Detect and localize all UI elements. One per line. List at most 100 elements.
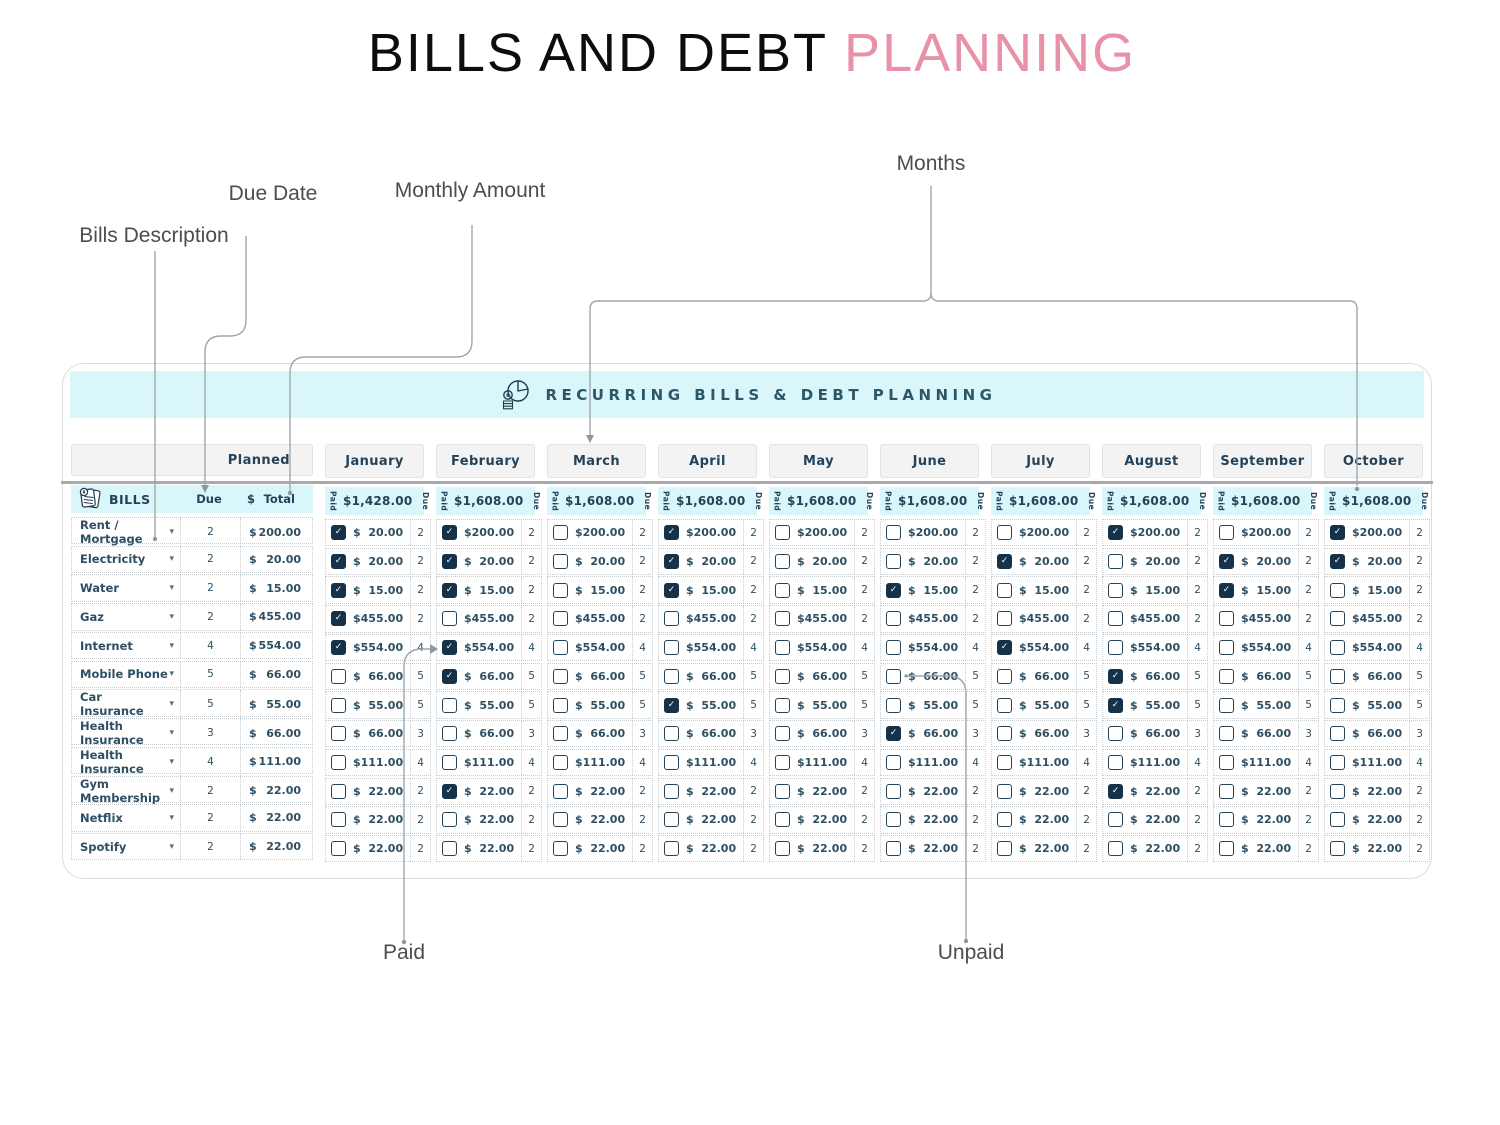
paid-checkbox[interactable] — [1330, 697, 1345, 713]
paid-checkbox[interactable] — [553, 755, 568, 771]
paid-checkbox[interactable] — [331, 726, 346, 742]
paid-checkbox[interactable] — [775, 611, 790, 627]
paid-checkbox[interactable] — [1108, 812, 1123, 828]
paid-checkbox[interactable] — [1108, 841, 1123, 857]
paid-checkbox[interactable] — [1330, 611, 1345, 627]
paid-checkbox[interactable] — [664, 640, 679, 656]
paid-checkbox[interactable] — [775, 812, 790, 828]
paid-checkbox[interactable] — [553, 783, 568, 799]
paid-checkbox[interactable]: ✓ — [331, 525, 346, 541]
paid-checkbox[interactable] — [997, 812, 1012, 828]
paid-checkbox[interactable] — [1330, 640, 1345, 656]
paid-checkbox[interactable] — [1219, 697, 1234, 713]
paid-checkbox[interactable]: ✓ — [1330, 553, 1345, 569]
paid-checkbox[interactable] — [775, 841, 790, 857]
paid-checkbox[interactable] — [997, 755, 1012, 771]
bill-name-dropdown[interactable]: Electricity ▾ — [72, 547, 180, 572]
paid-checkbox[interactable]: ✓ — [1219, 553, 1234, 569]
paid-checkbox[interactable] — [553, 726, 568, 742]
chevron-down-icon[interactable]: ▾ — [169, 611, 174, 622]
paid-checkbox[interactable] — [664, 668, 679, 684]
paid-checkbox[interactable] — [1219, 812, 1234, 828]
paid-checkbox[interactable]: ✓ — [442, 553, 457, 569]
paid-checkbox[interactable] — [775, 783, 790, 799]
paid-checkbox[interactable]: ✓ — [1108, 525, 1123, 541]
paid-checkbox[interactable] — [1330, 783, 1345, 799]
chevron-down-icon[interactable]: ▾ — [169, 785, 174, 796]
paid-checkbox[interactable] — [664, 755, 679, 771]
paid-checkbox[interactable]: ✓ — [664, 697, 679, 713]
paid-checkbox[interactable] — [331, 783, 346, 799]
bill-name-dropdown[interactable]: Netflix ▾ — [72, 805, 180, 830]
paid-checkbox[interactable] — [664, 726, 679, 742]
chevron-down-icon[interactable]: ▾ — [169, 640, 174, 651]
paid-checkbox[interactable] — [553, 812, 568, 828]
paid-checkbox[interactable] — [442, 755, 457, 771]
paid-checkbox[interactable] — [553, 640, 568, 656]
paid-checkbox[interactable]: ✓ — [331, 553, 346, 569]
paid-checkbox[interactable] — [553, 697, 568, 713]
paid-checkbox[interactable]: ✓ — [1108, 783, 1123, 799]
chevron-down-icon[interactable]: ▾ — [169, 554, 174, 565]
paid-checkbox[interactable]: ✓ — [997, 553, 1012, 569]
paid-checkbox[interactable] — [1330, 582, 1345, 598]
paid-checkbox[interactable] — [775, 640, 790, 656]
paid-checkbox[interactable] — [775, 553, 790, 569]
paid-checkbox[interactable] — [997, 783, 1012, 799]
paid-checkbox[interactable] — [997, 582, 1012, 598]
paid-checkbox[interactable] — [1108, 726, 1123, 742]
bill-name-dropdown[interactable]: Internet ▾ — [72, 633, 180, 658]
paid-checkbox[interactable] — [1108, 611, 1123, 627]
paid-checkbox[interactable] — [1108, 553, 1123, 569]
paid-checkbox[interactable] — [1219, 611, 1234, 627]
paid-checkbox[interactable] — [997, 697, 1012, 713]
paid-checkbox[interactable] — [775, 668, 790, 684]
paid-checkbox[interactable] — [997, 668, 1012, 684]
paid-checkbox[interactable] — [553, 611, 568, 627]
paid-checkbox[interactable] — [1108, 582, 1123, 598]
paid-checkbox[interactable] — [553, 841, 568, 857]
bill-name-dropdown[interactable]: Gaz ▾ — [72, 604, 180, 629]
paid-checkbox[interactable] — [1330, 812, 1345, 828]
paid-checkbox[interactable] — [331, 697, 346, 713]
paid-checkbox[interactable] — [1219, 841, 1234, 857]
paid-checkbox[interactable] — [664, 611, 679, 627]
paid-checkbox[interactable] — [775, 525, 790, 541]
paid-checkbox[interactable] — [553, 525, 568, 541]
bill-name-dropdown[interactable]: Rent / Mortgage ▾ — [72, 518, 180, 546]
paid-checkbox[interactable] — [442, 726, 457, 742]
chevron-down-icon[interactable]: ▾ — [169, 669, 174, 680]
chevron-down-icon[interactable]: ▾ — [169, 812, 174, 823]
paid-checkbox[interactable]: ✓ — [442, 525, 457, 541]
paid-checkbox[interactable]: ✓ — [664, 553, 679, 569]
paid-checkbox[interactable] — [1108, 640, 1123, 656]
paid-checkbox[interactable] — [664, 783, 679, 799]
paid-checkbox[interactable]: ✓ — [886, 582, 901, 598]
paid-checkbox[interactable] — [886, 668, 901, 684]
chevron-down-icon[interactable]: ▾ — [169, 699, 174, 710]
chevron-down-icon[interactable]: ▾ — [169, 841, 174, 852]
chevron-down-icon[interactable]: ▾ — [169, 756, 174, 767]
bill-name-dropdown[interactable]: Spotify ▾ — [72, 834, 180, 859]
paid-checkbox[interactable] — [442, 812, 457, 828]
paid-checkbox[interactable] — [1219, 640, 1234, 656]
paid-checkbox[interactable]: ✓ — [331, 582, 346, 598]
paid-checkbox[interactable] — [553, 668, 568, 684]
paid-checkbox[interactable]: ✓ — [664, 525, 679, 541]
paid-checkbox[interactable]: ✓ — [1330, 525, 1345, 541]
paid-checkbox[interactable]: ✓ — [331, 640, 346, 656]
chevron-down-icon[interactable]: ▾ — [169, 728, 174, 739]
bill-name-dropdown[interactable]: Water ▾ — [72, 575, 180, 600]
paid-checkbox[interactable] — [331, 812, 346, 828]
paid-checkbox[interactable] — [442, 841, 457, 857]
paid-checkbox[interactable] — [886, 841, 901, 857]
chevron-down-icon[interactable]: ▾ — [169, 527, 174, 537]
paid-checkbox[interactable] — [553, 553, 568, 569]
paid-checkbox[interactable] — [886, 812, 901, 828]
paid-checkbox[interactable] — [1330, 668, 1345, 684]
paid-checkbox[interactable] — [1219, 755, 1234, 771]
paid-checkbox[interactable] — [1219, 726, 1234, 742]
paid-checkbox[interactable]: ✓ — [997, 640, 1012, 656]
paid-checkbox[interactable] — [886, 525, 901, 541]
paid-checkbox[interactable]: ✓ — [664, 582, 679, 598]
